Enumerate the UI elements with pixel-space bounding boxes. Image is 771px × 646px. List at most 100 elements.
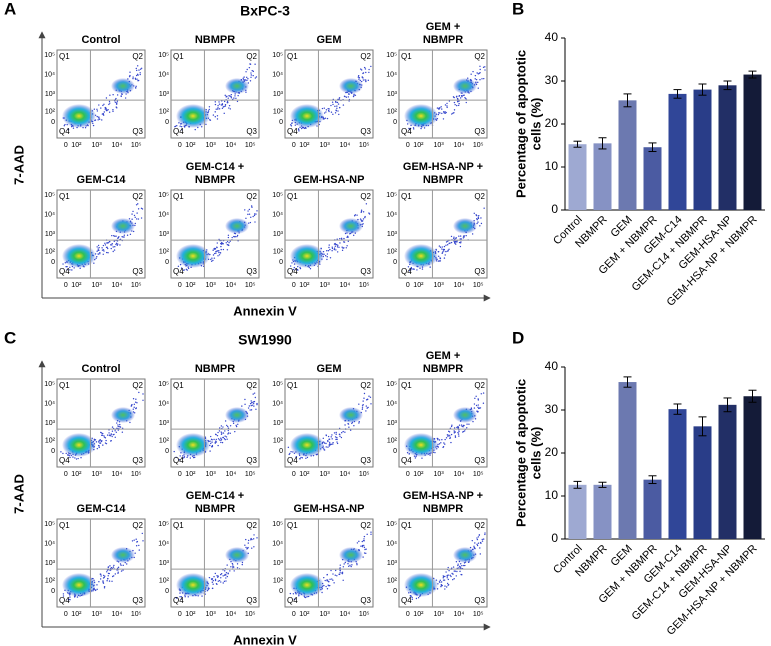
event-dot — [67, 128, 70, 130]
quadrant-label: Q3 — [246, 456, 257, 465]
event-dot — [99, 442, 101, 444]
event-dot — [446, 582, 449, 585]
event-dot — [189, 457, 192, 459]
event-dot — [250, 539, 252, 541]
event-dot — [214, 578, 217, 581]
density — [111, 78, 135, 94]
quadrant-label: Q4 — [173, 456, 184, 465]
event-dot — [344, 431, 346, 433]
event-dot — [454, 242, 456, 245]
event-dot — [103, 587, 106, 589]
y-tick-label: 10⁵ — [44, 381, 55, 388]
event-dot — [139, 68, 142, 70]
event-dot — [299, 267, 302, 270]
event-dot — [180, 596, 183, 598]
event-dot — [132, 398, 135, 400]
event-dot — [122, 564, 124, 567]
event-dot — [230, 93, 233, 96]
density — [290, 573, 324, 597]
event-dot — [186, 456, 188, 458]
event-dot — [236, 100, 239, 103]
event-dot — [327, 584, 329, 586]
event-dot — [209, 450, 211, 452]
event-dot — [466, 423, 468, 425]
event-dot — [460, 238, 462, 240]
event-dot — [140, 207, 143, 210]
event-dot — [94, 439, 97, 441]
event-dot — [441, 438, 443, 441]
event-dot — [211, 581, 214, 583]
event-dot — [356, 564, 358, 566]
event-dot — [475, 78, 478, 81]
event-dot — [324, 579, 326, 582]
y-tick-label: 10⁴ — [272, 400, 283, 407]
event-dot — [249, 409, 251, 411]
x-tick-label: 10³ — [434, 142, 445, 149]
event-dot — [458, 430, 460, 433]
density — [62, 573, 96, 597]
event-dot — [213, 576, 215, 578]
y-tick-label: 40 — [545, 30, 559, 44]
event-dot — [326, 580, 328, 582]
density — [176, 244, 210, 268]
event-dot — [97, 248, 99, 250]
event-dot — [245, 91, 247, 93]
y-tick-label: 10² — [273, 437, 284, 444]
event-dot — [119, 244, 121, 246]
event-dot — [361, 545, 364, 548]
event-dot — [227, 234, 230, 236]
event-dot — [338, 97, 341, 99]
event-dot — [96, 110, 99, 112]
event-dot — [344, 95, 346, 98]
y-tick-label: 10³ — [45, 231, 56, 238]
event-dot — [192, 456, 195, 459]
event-dot — [480, 222, 483, 225]
event-dot — [236, 235, 238, 238]
event-dot — [298, 130, 300, 132]
event-dot — [347, 563, 349, 565]
event-dot — [112, 566, 115, 568]
event-dot — [228, 95, 230, 97]
density — [225, 407, 249, 423]
event-dot — [184, 596, 186, 598]
event-dot — [138, 69, 140, 71]
event-dot — [463, 564, 465, 567]
event-dot — [181, 129, 183, 131]
event-dot — [363, 546, 366, 549]
event-dot — [411, 598, 414, 601]
event-dot — [327, 250, 330, 252]
event-dot — [210, 258, 212, 261]
event-dot — [242, 77, 244, 80]
event-dot — [135, 67, 137, 70]
quadrant-label: Q1 — [173, 192, 184, 201]
event-dot — [322, 250, 325, 253]
y-tick-label: 10⁵ — [386, 52, 397, 59]
event-dot — [452, 573, 454, 575]
event-dot — [247, 210, 249, 212]
event-dot — [136, 65, 139, 67]
event-dot — [139, 73, 141, 76]
event-dot — [365, 548, 367, 550]
plot-title: Control — [81, 34, 120, 46]
event-dot — [453, 570, 455, 572]
event-dot — [437, 255, 440, 257]
quadrant-label: Q3 — [132, 267, 143, 276]
event-dot — [330, 104, 332, 107]
event-dot — [482, 392, 485, 394]
event-dot — [251, 401, 253, 404]
density — [290, 104, 324, 128]
y-tick-label: 0 — [393, 588, 397, 595]
event-dot — [441, 246, 443, 248]
event-dot — [324, 254, 327, 257]
event-dot — [96, 447, 99, 450]
event-dot — [227, 427, 230, 429]
event-dot — [341, 571, 344, 574]
y-tick-label: 0 — [165, 259, 169, 266]
event-dot — [244, 544, 246, 546]
event-dot — [114, 430, 116, 432]
y-tick-label: 20 — [545, 445, 559, 459]
event-dot — [181, 598, 183, 600]
event-dot — [248, 208, 251, 211]
